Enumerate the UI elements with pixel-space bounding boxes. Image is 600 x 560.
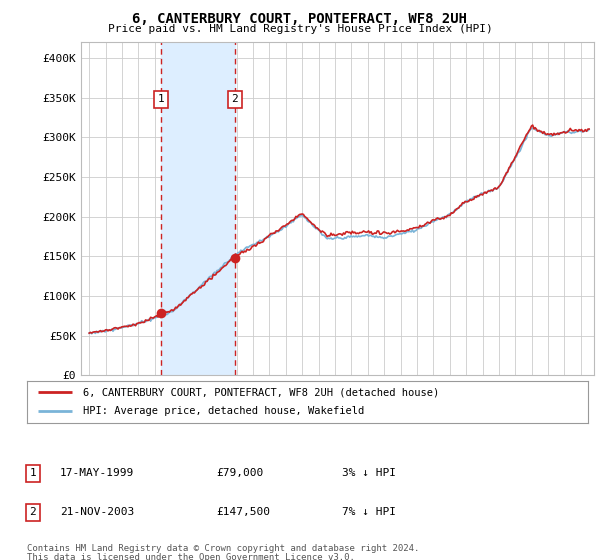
Text: 17-MAY-1999: 17-MAY-1999 [60,468,134,478]
Text: 21-NOV-2003: 21-NOV-2003 [60,507,134,517]
Text: 2: 2 [232,94,238,104]
Text: 1: 1 [29,468,37,478]
Text: 7% ↓ HPI: 7% ↓ HPI [342,507,396,517]
Text: 6, CANTERBURY COURT, PONTEFRACT, WF8 2UH (detached house): 6, CANTERBURY COURT, PONTEFRACT, WF8 2UH… [83,387,439,397]
Text: 2: 2 [29,507,37,517]
Text: 1: 1 [158,94,164,104]
Text: Contains HM Land Registry data © Crown copyright and database right 2024.: Contains HM Land Registry data © Crown c… [27,544,419,553]
Text: This data is licensed under the Open Government Licence v3.0.: This data is licensed under the Open Gov… [27,553,355,560]
Text: £79,000: £79,000 [216,468,263,478]
Text: HPI: Average price, detached house, Wakefield: HPI: Average price, detached house, Wake… [83,407,364,417]
Text: Price paid vs. HM Land Registry's House Price Index (HPI): Price paid vs. HM Land Registry's House … [107,24,493,34]
Bar [161,42,235,375]
Text: 3% ↓ HPI: 3% ↓ HPI [342,468,396,478]
Text: £147,500: £147,500 [216,507,270,517]
Text: 6, CANTERBURY COURT, PONTEFRACT, WF8 2UH: 6, CANTERBURY COURT, PONTEFRACT, WF8 2UH [133,12,467,26]
